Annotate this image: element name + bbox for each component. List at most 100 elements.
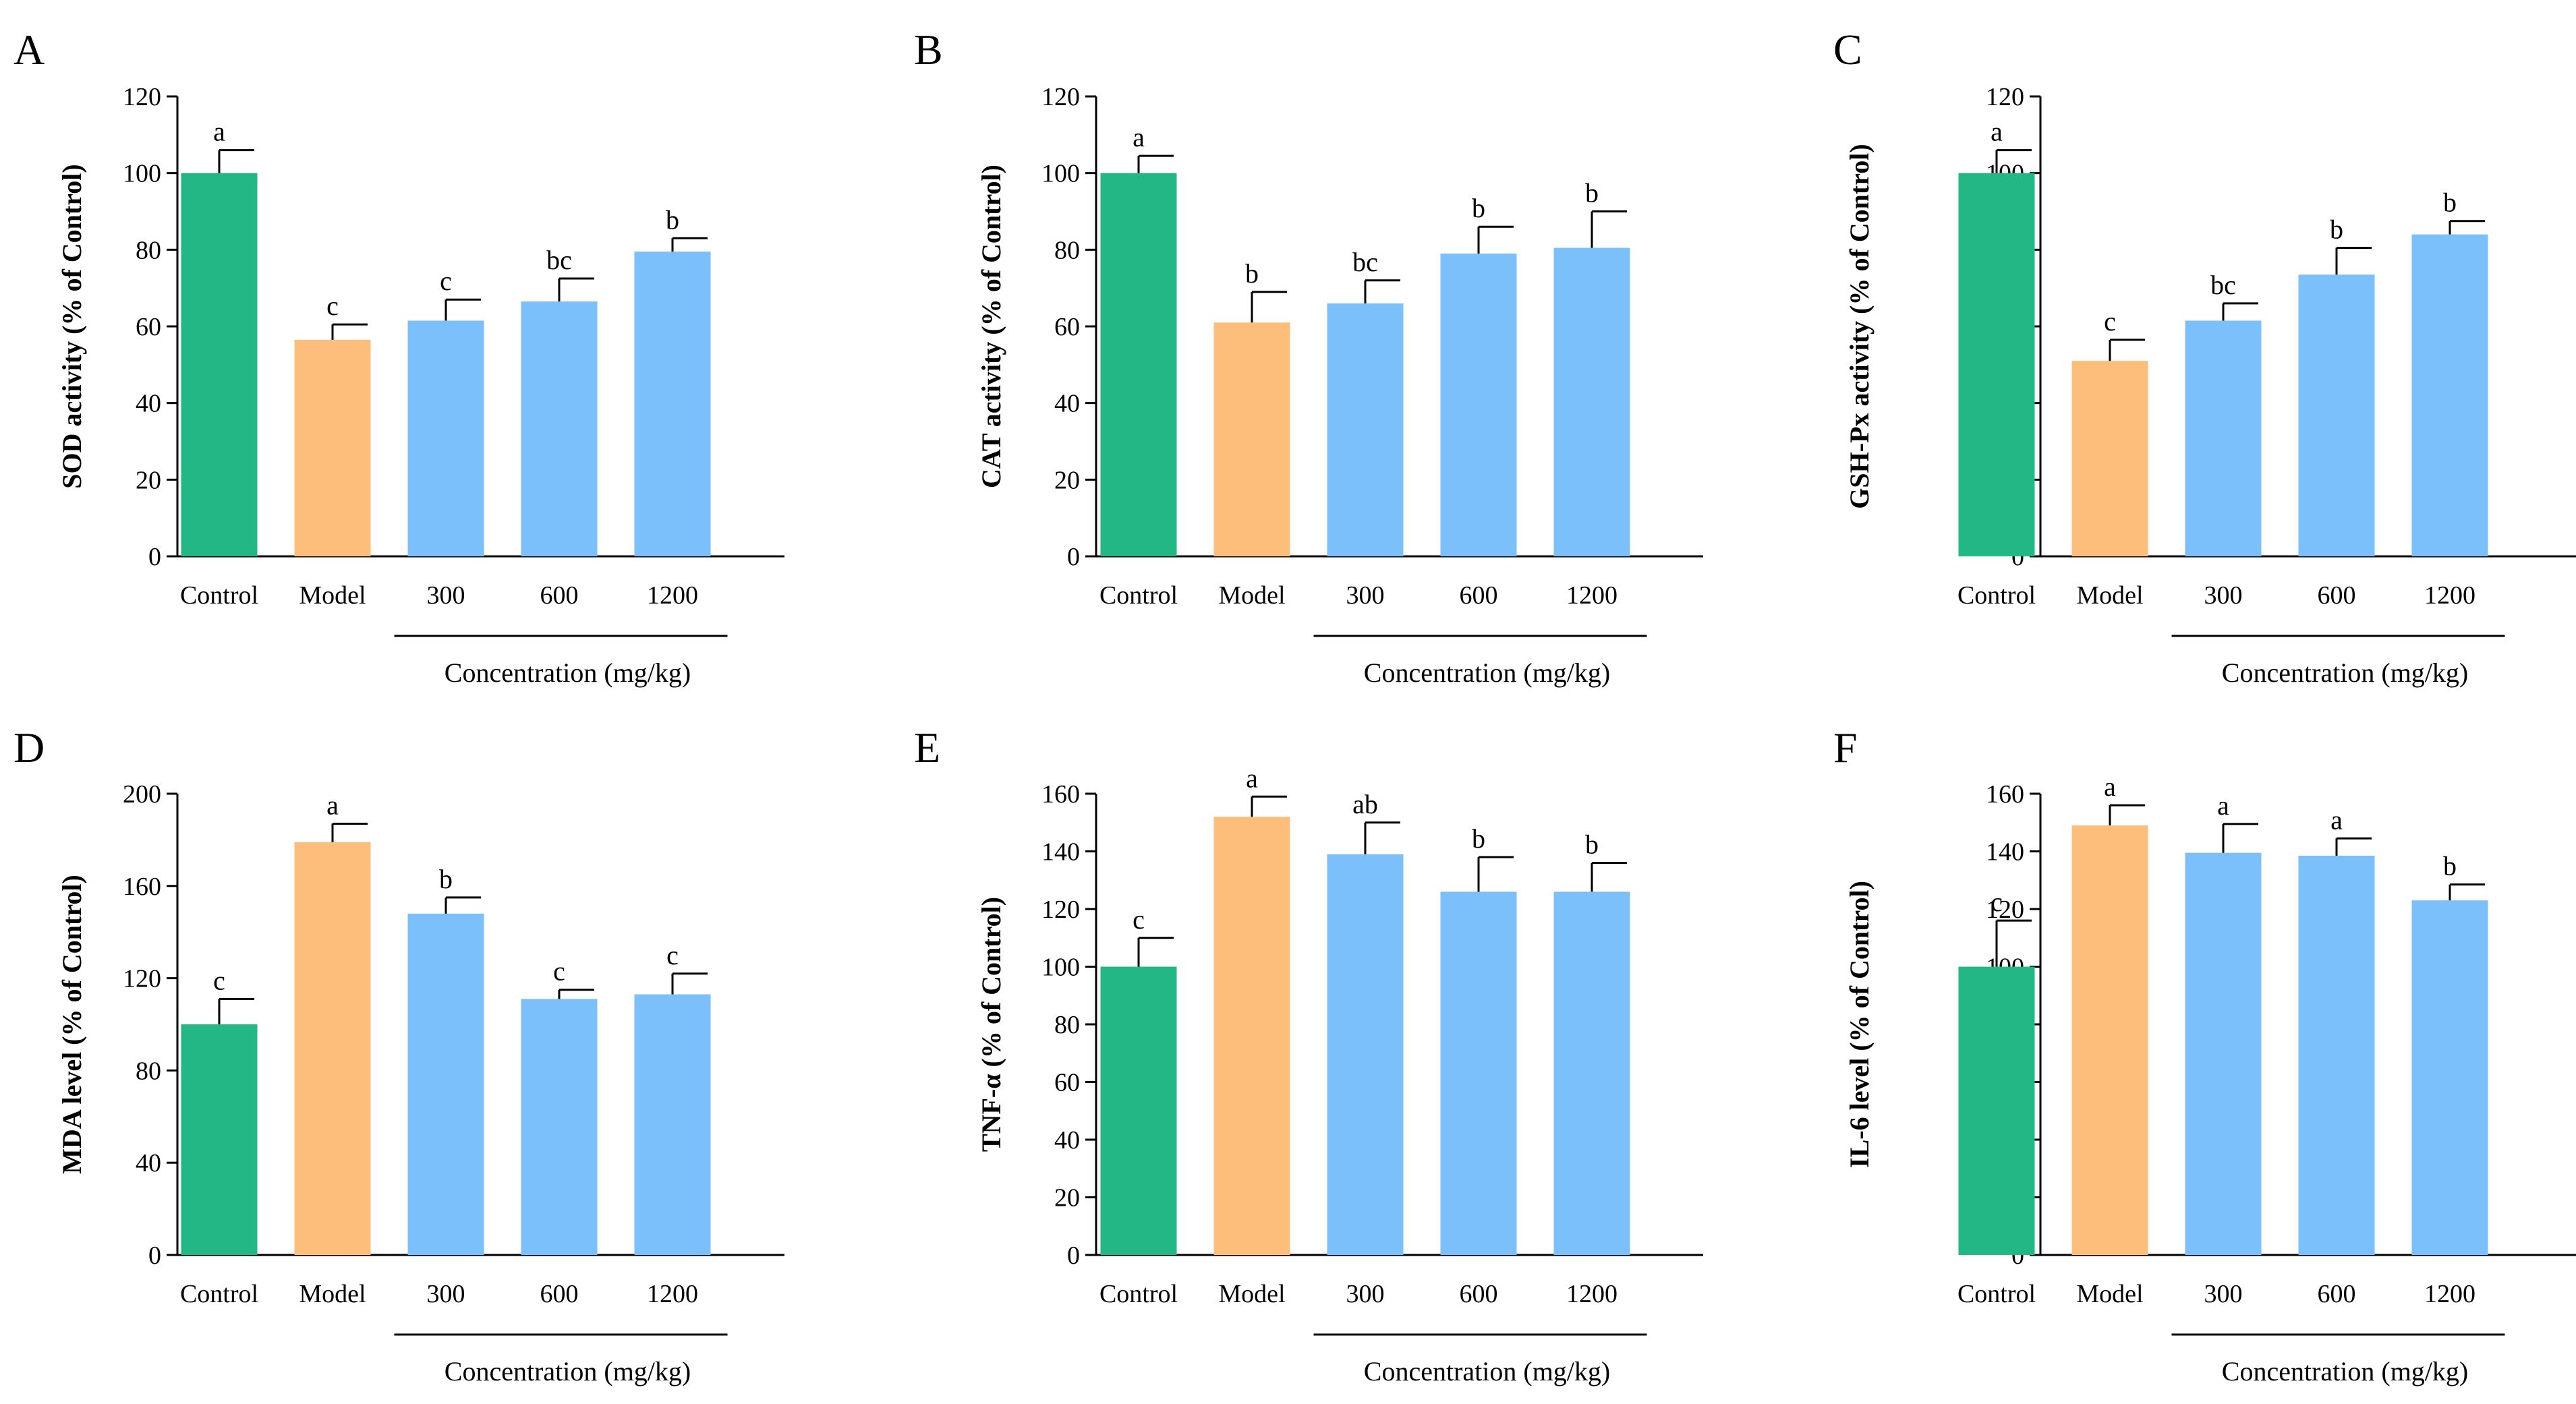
group-label: Concentration (mg/kg) [445, 1356, 691, 1386]
bar-300 [2185, 320, 2262, 556]
chart-panel-a: A 0 20 40 60 80 100 120 SOD activity (% of Contr… [13, 26, 784, 688]
panel-label: D [13, 724, 45, 771]
y-tick-label: 60 [1054, 313, 1080, 341]
chart-panel-e: E 0 20 40 60 80 100 120 140 160 TNF-α (% of Contro… [914, 724, 1703, 1386]
x-tick-label: Control [1957, 581, 2036, 610]
y-tick-label: 80 [136, 236, 161, 264]
significance-label: b [666, 204, 679, 235]
bar-control [1100, 173, 1177, 557]
significance-label: ab [1352, 789, 1378, 819]
bar-600 [1440, 254, 1517, 556]
bar-model [2071, 361, 2148, 556]
y-tick-label: 120 [1986, 83, 2024, 111]
chart-panel-f: F020406080100120140160IL-6 level (% of C… [1833, 724, 2576, 1386]
significance-label: b [2330, 214, 2343, 244]
y-tick-label: 40 [1054, 1126, 1080, 1154]
group-label: Concentration (mg/kg) [2222, 657, 2468, 688]
x-tick-label: 300 [427, 1280, 465, 1308]
bar-1200 [2411, 900, 2488, 1255]
significance-label: b [2443, 187, 2457, 218]
bar-1200 [634, 252, 711, 556]
significance-label: a [213, 117, 225, 147]
y-tick-label: 20 [1054, 1184, 1080, 1212]
bar-model [1213, 322, 1290, 556]
significance-label: b [2443, 851, 2457, 881]
significance-label: a [1133, 122, 1145, 152]
bar-model [294, 842, 371, 1255]
significance-label: a [2217, 790, 2229, 821]
y-tick-label: 0 [148, 543, 161, 571]
y-axis-label: SOD activity (% of Control) [57, 164, 87, 488]
bar-model [294, 339, 371, 556]
significance-label: c [1991, 887, 2003, 917]
significance-label: bc [1352, 247, 1378, 277]
y-tick-label: 100 [123, 160, 161, 188]
significance-label: bc [2210, 270, 2236, 300]
bar-control [1958, 173, 2035, 557]
bar-600 [521, 999, 598, 1255]
bar-model [2071, 825, 2148, 1255]
significance-label: a [326, 790, 339, 820]
y-axis-label: TNF-α (% of Control) [976, 897, 1006, 1152]
significance-label: a [1991, 117, 2003, 147]
bar-300 [407, 913, 484, 1255]
y-tick-label: 0 [1067, 543, 1080, 571]
group-label: Concentration (mg/kg) [445, 657, 691, 688]
x-tick-label: 1200 [1566, 1280, 1618, 1308]
y-tick-label: 100 [1041, 954, 1080, 982]
y-tick-label: 160 [1041, 780, 1080, 809]
bar-control [181, 1024, 258, 1255]
y-tick-label: 80 [136, 1057, 161, 1085]
significance-label: c [2104, 306, 2116, 337]
group-label: Concentration (mg/kg) [1364, 1356, 1610, 1386]
bar-600 [521, 301, 598, 556]
x-tick-label: 1200 [647, 1280, 698, 1308]
x-tick-label: 1200 [647, 581, 698, 610]
significance-label: a [2104, 771, 2116, 802]
chart-panel-b: B 0 20 40 60 80 100 120 CAT activity (% of Contr… [914, 26, 1703, 688]
y-tick-label: 20 [136, 466, 161, 494]
bar-1200 [634, 994, 711, 1255]
group-label: Concentration (mg/kg) [2222, 1356, 2468, 1386]
bar-300 [2185, 852, 2262, 1255]
y-tick-label: 120 [1986, 896, 2024, 924]
significance-label: c [1133, 904, 1145, 935]
significance-label: b [1472, 193, 1485, 223]
y-axis-label: MDA level (% of Control) [57, 875, 87, 1174]
y-tick-label: 160 [123, 873, 161, 901]
x-tick-label: Model [299, 581, 366, 610]
y-tick-label: 40 [136, 390, 161, 418]
y-tick-label: 100 [1041, 160, 1080, 188]
x-tick-label: 600 [540, 1280, 579, 1308]
bar-600 [1440, 891, 1517, 1255]
bar-1200 [1553, 247, 1630, 556]
y-tick-label: 80 [1054, 1011, 1080, 1039]
panel-label: C [1833, 26, 1862, 74]
bar-control [1958, 966, 2035, 1255]
x-tick-label: Model [299, 1280, 366, 1308]
x-tick-label: Model [2076, 581, 2143, 610]
x-tick-label: 600 [2318, 581, 2356, 610]
significance-label: b [1245, 258, 1259, 289]
significance-label: b [1472, 823, 1485, 854]
x-tick-label: Control [1957, 1280, 2036, 1308]
x-tick-label: Control [1099, 1280, 1178, 1308]
x-tick-label: 600 [1460, 581, 1498, 610]
x-tick-label: Control [180, 1280, 258, 1308]
bar-control [181, 173, 258, 557]
y-tick-label: 160 [1986, 780, 2024, 809]
group-label: Concentration (mg/kg) [1364, 657, 1610, 688]
bar-600 [2298, 855, 2375, 1255]
x-tick-label: 300 [1346, 581, 1385, 610]
y-tick-label: 120 [123, 83, 161, 111]
x-tick-label: Model [1218, 581, 1285, 610]
bar-1200 [2411, 234, 2488, 556]
y-tick-label: 140 [1986, 838, 2024, 867]
y-tick-label: 60 [1054, 1069, 1080, 1097]
significance-label: c [666, 940, 679, 970]
y-tick-label: 120 [123, 965, 161, 993]
bar-300 [1327, 854, 1404, 1255]
significance-label: a [2330, 805, 2343, 835]
significance-label: bc [546, 245, 572, 275]
panel-label: F [1833, 724, 1858, 771]
